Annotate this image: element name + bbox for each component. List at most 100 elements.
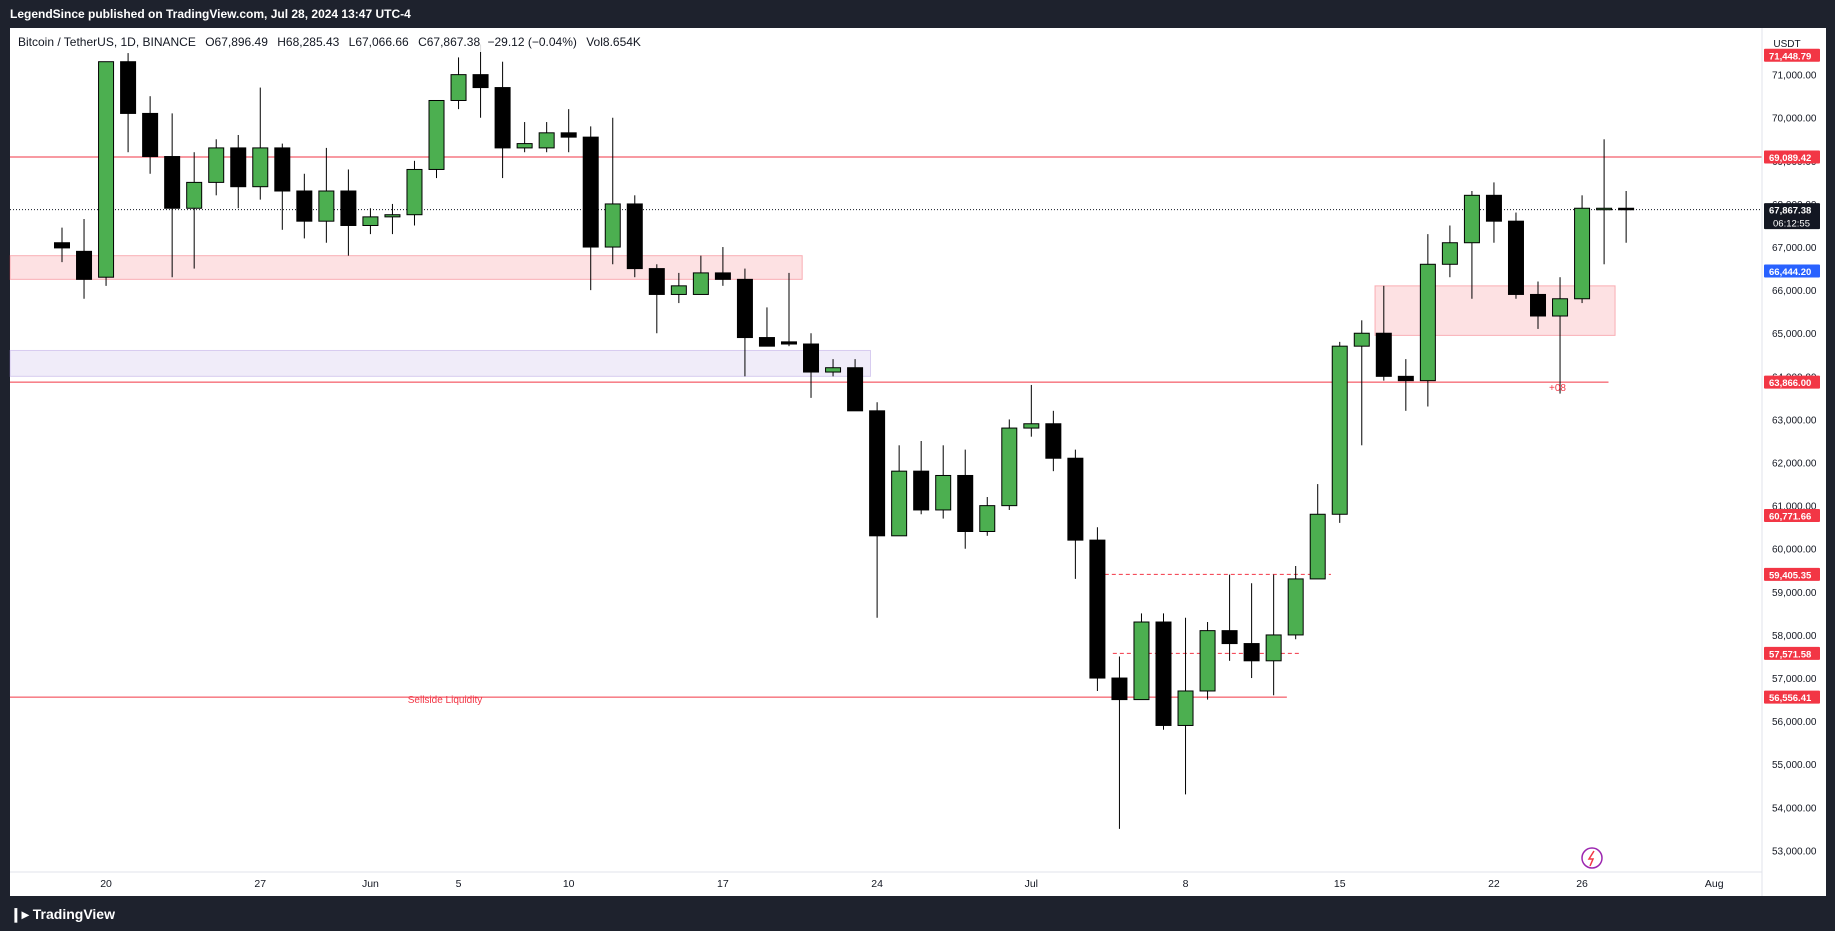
candle[interactable]: [1485, 182, 1502, 243]
candle[interactable]: [186, 152, 203, 269]
candle[interactable]: [1221, 574, 1238, 661]
candle[interactable]: [1441, 225, 1458, 278]
replay-icon[interactable]: [1581, 847, 1603, 869]
candle-body: [648, 268, 665, 295]
candle[interactable]: [692, 255, 709, 295]
candle[interactable]: [54, 227, 70, 263]
candle[interactable]: [362, 208, 379, 235]
candle[interactable]: [428, 99, 445, 179]
candle[interactable]: [120, 53, 137, 153]
price-badge[interactable]: 63,866.00: [1764, 375, 1820, 390]
candle[interactable]: [76, 219, 93, 299]
candle[interactable]: [714, 247, 731, 286]
candle[interactable]: [1397, 359, 1414, 411]
price-badge[interactable]: 59,405.35: [1764, 567, 1820, 582]
candle-body: [1507, 220, 1524, 295]
tradingview-logo[interactable]: ❙▸ TradingView: [10, 906, 115, 922]
candle-body: [1177, 690, 1194, 726]
candle-body: [935, 474, 952, 511]
price-badge[interactable]: 57,571.58: [1764, 646, 1820, 661]
candle[interactable]: [935, 445, 952, 519]
time-label: Aug: [1705, 878, 1724, 890]
price-badge-label: 66,444.20: [1769, 267, 1811, 278]
candle[interactable]: [1089, 527, 1106, 691]
candle[interactable]: [979, 497, 996, 536]
candle[interactable]: [384, 203, 401, 235]
candle[interactable]: [472, 44, 489, 118]
candle[interactable]: [1353, 320, 1370, 446]
candle[interactable]: [560, 109, 577, 153]
candle[interactable]: [1552, 277, 1569, 394]
candle[interactable]: [780, 272, 797, 347]
price-tick-label: 61,000.00: [1772, 502, 1817, 513]
candle-body: [1067, 457, 1084, 541]
candle[interactable]: [296, 173, 313, 239]
candle[interactable]: [1419, 234, 1436, 407]
candle[interactable]: [1331, 341, 1348, 523]
candle[interactable]: [1530, 281, 1547, 329]
candle[interactable]: [869, 402, 886, 618]
candle[interactable]: [164, 113, 181, 278]
zone-purple-1[interactable]: [9, 349, 872, 377]
candle[interactable]: [582, 126, 599, 291]
price-badge[interactable]: 60,771.66: [1764, 508, 1820, 523]
price-badge[interactable]: 66,444.20: [1764, 264, 1820, 278]
candle[interactable]: [208, 139, 225, 196]
candle[interactable]: [230, 134, 247, 209]
candle[interactable]: [1155, 613, 1172, 730]
candle[interactable]: [626, 195, 643, 278]
candle[interactable]: [1199, 622, 1216, 700]
candle-body: [1485, 194, 1502, 222]
candle[interactable]: [1596, 139, 1613, 265]
candle[interactable]: [1265, 574, 1282, 696]
price-badge[interactable]: 67,867.38 06:12:55: [1764, 203, 1820, 230]
candle[interactable]: [1177, 617, 1194, 795]
candle[interactable]: [670, 272, 687, 304]
zone-red-2[interactable]: [1374, 285, 1616, 336]
candle[interactable]: [736, 268, 753, 377]
candle[interactable]: [758, 307, 775, 347]
candle[interactable]: [450, 57, 467, 110]
candle[interactable]: [142, 96, 159, 174]
candle[interactable]: [1574, 195, 1591, 304]
svg-text:Bitcoin / TetherUS, 1D, BINANC: Bitcoin / TetherUS, 1D, BINANCE O67,896.…: [18, 35, 641, 49]
candle[interactable]: [913, 440, 930, 515]
candle[interactable]: [1309, 484, 1326, 580]
candle[interactable]: [274, 143, 291, 230]
candle[interactable]: [252, 87, 269, 200]
candle[interactable]: [891, 445, 908, 537]
candle[interactable]: [98, 61, 115, 286]
candle[interactable]: [1375, 285, 1392, 381]
candle[interactable]: [847, 359, 864, 412]
candle[interactable]: [1023, 384, 1040, 437]
candle[interactable]: [1507, 212, 1524, 299]
candle[interactable]: [1111, 656, 1128, 829]
price-badge[interactable]: 56,556.41: [1764, 690, 1820, 705]
candle[interactable]: [1001, 419, 1018, 510]
currency-label[interactable]: USDT: [1773, 39, 1800, 50]
price-badge[interactable]: 71,448.79: [1764, 48, 1820, 63]
zone-red-0[interactable]: [9, 255, 803, 280]
candle[interactable]: [1067, 449, 1084, 579]
candle[interactable]: [1045, 410, 1062, 472]
candle[interactable]: [803, 333, 820, 398]
candle-body: [1309, 513, 1326, 580]
candle[interactable]: [1463, 191, 1480, 299]
candle[interactable]: [957, 449, 974, 549]
candle[interactable]: [604, 117, 621, 265]
candle[interactable]: [516, 122, 533, 153]
candle[interactable]: [1243, 583, 1260, 679]
candle[interactable]: [1287, 565, 1304, 640]
candle[interactable]: [1133, 613, 1150, 701]
candle[interactable]: [648, 264, 665, 334]
chart-area[interactable]: [10, 28, 1826, 896]
candle[interactable]: [406, 160, 423, 226]
candle[interactable]: [340, 169, 357, 256]
candle[interactable]: [318, 147, 335, 243]
candle[interactable]: [1618, 191, 1635, 243]
price-badge[interactable]: 69,089.42: [1764, 150, 1820, 164]
candle[interactable]: [494, 61, 511, 179]
candle[interactable]: [538, 122, 555, 153]
candle[interactable]: [825, 359, 842, 377]
